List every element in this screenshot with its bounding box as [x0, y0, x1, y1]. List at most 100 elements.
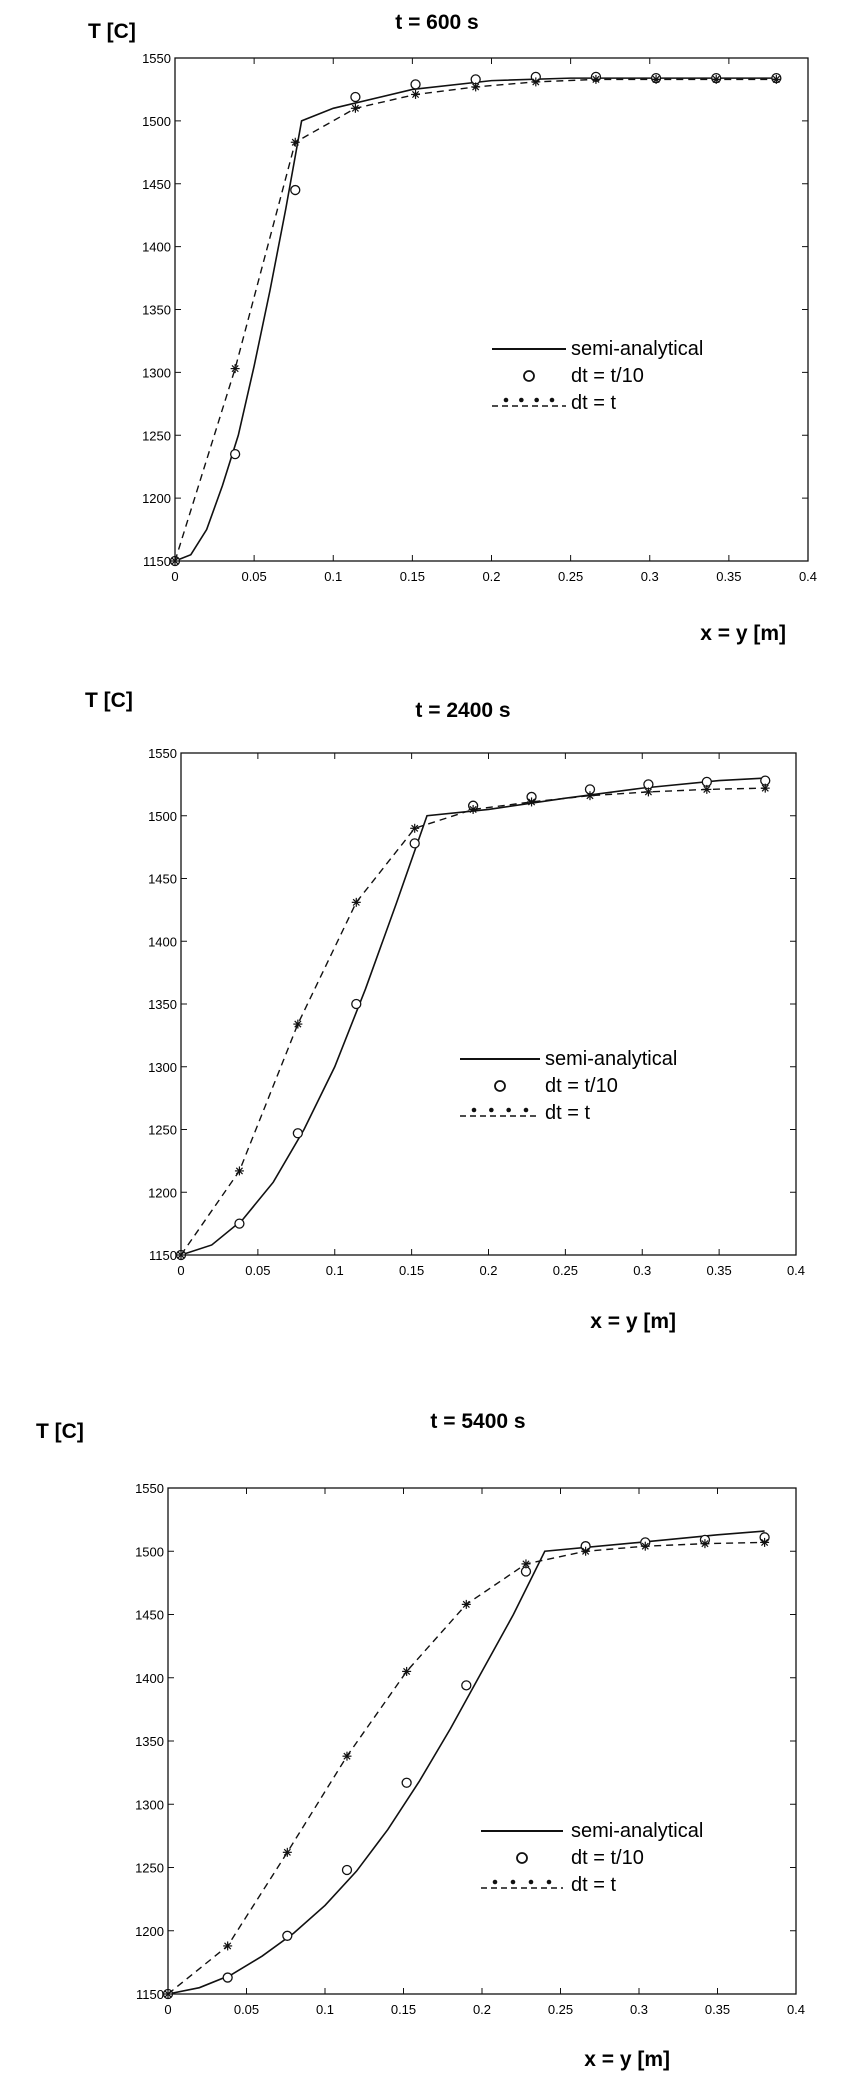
data-point-star	[350, 103, 360, 113]
data-point-star	[468, 804, 478, 814]
star-stroke	[231, 365, 239, 373]
x-axis-label: x = y [m]	[590, 1310, 676, 1333]
data-point-star	[290, 137, 300, 147]
x-tick-label: 0.35	[706, 1263, 731, 1278]
legend-swatch-star	[546, 1879, 552, 1885]
data-point-star	[234, 1166, 244, 1176]
y-tick-label: 1500	[142, 114, 171, 129]
data-point-circle	[350, 91, 361, 103]
data-point-star	[410, 823, 420, 833]
legend-swatch-circle	[494, 1080, 506, 1092]
data-point-star	[402, 1666, 412, 1676]
star-stroke	[224, 1942, 232, 1950]
x-tick-label: 0.2	[473, 2002, 491, 2017]
legend: semi-analytical dt = t/10 dt = t	[481, 1820, 703, 1896]
legend-swatch-star	[506, 1107, 511, 1113]
series-line-dashed	[180, 787, 766, 1256]
x-tick-label: 0.25	[548, 2002, 573, 2017]
y-tick-label: 1350	[142, 303, 171, 318]
x-tick-label: 0.25	[553, 1263, 578, 1278]
data-point-circle	[229, 448, 241, 460]
y-tick-label: 1350	[148, 997, 177, 1012]
chart-panel-3: t = 5400 s T [C] x = y [m] 0 0.05 0.1 0.15 0.2 0…	[36, 1410, 805, 2071]
data-point-star	[760, 1537, 770, 1547]
y-tick-label: 1200	[148, 1185, 177, 1200]
star-stroke	[164, 1990, 172, 1998]
data-point-star	[585, 791, 595, 801]
y-tick-label: 1150	[143, 554, 171, 569]
y-tick-label: 1300	[148, 1060, 177, 1075]
data-point-star	[521, 1559, 531, 1569]
legend: semi-analytical dt = t/10 dt = t	[492, 338, 703, 414]
star-stroke	[527, 798, 536, 806]
star-stroke	[343, 1752, 351, 1760]
data-point-star	[581, 1546, 591, 1556]
y-tick-label: 1400	[148, 934, 177, 949]
y-tick-label: 1150	[149, 1248, 177, 1263]
series-line-semi-analytical	[174, 77, 777, 562]
x-tick-label: 0.15	[400, 569, 425, 584]
chart-panel-1: t = 600 s T [C] x = y [m] 0 0.05 0.1 0.15 0.2 0.…	[88, 11, 817, 645]
x-tick-label: 0.05	[241, 569, 266, 584]
chart-panel-2: t = 2400 s T [C] x = y [m] 0 0.05 0.1 0.15 0.2 0…	[85, 689, 805, 1333]
star-stroke	[582, 1547, 590, 1555]
legend-swatch-star	[471, 1107, 477, 1113]
data-point-star	[176, 1250, 186, 1260]
data-point-star	[351, 897, 361, 907]
data-point-circle	[410, 79, 421, 90]
y-tick-label: 1200	[142, 491, 171, 506]
plot-frame	[167, 1487, 797, 1995]
star-stroke	[703, 785, 711, 793]
data-point-star	[700, 1539, 710, 1549]
legend-label: dt = t	[571, 1874, 616, 1896]
data-point-star	[702, 784, 712, 794]
legend-label: dt = t/10	[571, 365, 644, 387]
legend-swatch-star	[528, 1879, 534, 1885]
star-stroke	[462, 1600, 470, 1608]
x-tick-label: 0.1	[316, 2002, 334, 2017]
chart-title: t = 600 s	[395, 11, 478, 34]
x-tick-label: 0.05	[234, 2002, 259, 2017]
x-axis-label: x = y [m]	[584, 2048, 670, 2071]
star-stroke	[701, 1540, 709, 1548]
legend-label: dt = t/10	[571, 1847, 644, 1869]
x-tick-label: 0.3	[641, 569, 659, 584]
legend-swatch-star	[534, 397, 539, 403]
x-tick-label: 0.15	[399, 1263, 424, 1278]
data-point-star	[170, 556, 180, 566]
legend: semi-analytical dt = t/10 dt = t	[460, 1048, 677, 1124]
plot-frame	[174, 57, 809, 562]
x-tick-label: 0.4	[787, 1263, 805, 1278]
y-tick-label: 1300	[142, 365, 171, 380]
star-stroke	[652, 75, 660, 83]
plot-frame	[180, 752, 797, 1256]
y-tick-label: 1500	[148, 809, 177, 824]
star-stroke	[283, 1848, 291, 1856]
y-axis-label: T [C]	[88, 20, 136, 43]
data-point-circle	[401, 1777, 412, 1788]
y-tick-label: 1450	[135, 1608, 164, 1623]
star-stroke	[403, 1667, 411, 1675]
x-tick-label: 0.3	[633, 1263, 651, 1278]
x-tick-label: 0	[164, 2002, 171, 2017]
series-line-semi-analytical	[180, 777, 766, 1256]
star-stroke	[532, 78, 540, 86]
y-tick-label: 1350	[135, 1734, 164, 1749]
series-line-dashed	[174, 78, 777, 562]
data-point-star	[223, 1941, 233, 1951]
data-point-circle	[351, 998, 362, 1010]
legend-label: semi-analytical	[545, 1048, 677, 1070]
star-stroke	[472, 83, 480, 91]
data-point-star	[163, 1989, 173, 1999]
legend-swatch-star	[519, 397, 524, 403]
y-tick-label: 1200	[135, 1924, 164, 1939]
data-point-star	[471, 82, 481, 92]
y-tick-label: 1550	[135, 1481, 164, 1496]
x-axis-label: x = y [m]	[700, 622, 786, 645]
x-tick-label: 0.1	[326, 1263, 344, 1278]
star-stroke	[712, 75, 720, 83]
star-stroke	[294, 1020, 302, 1028]
data-point-star	[293, 1019, 303, 1029]
star-stroke	[644, 788, 652, 796]
legend-label: semi-analytical	[571, 1820, 703, 1842]
